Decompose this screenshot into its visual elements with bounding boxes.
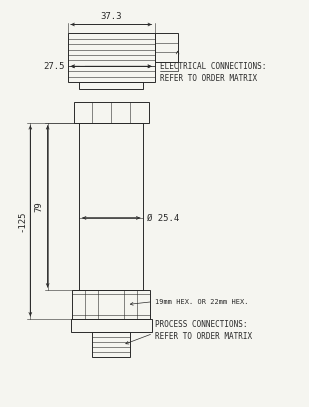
- Bar: [154, 33, 178, 62]
- Bar: [92, 332, 130, 357]
- Text: PROCESS CONNECTIONS:: PROCESS CONNECTIONS:: [154, 320, 247, 329]
- Bar: [72, 290, 150, 319]
- Text: -125: -125: [17, 210, 26, 232]
- Text: 37.3: 37.3: [100, 12, 122, 21]
- Bar: [79, 123, 143, 290]
- Bar: [68, 33, 154, 82]
- Bar: [74, 103, 149, 123]
- Text: Ø 25.4: Ø 25.4: [147, 213, 180, 223]
- Text: REFER TO ORDER MATRIX: REFER TO ORDER MATRIX: [154, 332, 252, 341]
- Text: ELECTRICAL CONNECTIONS:: ELECTRICAL CONNECTIONS:: [160, 62, 267, 71]
- Text: REFER TO ORDER MATRIX: REFER TO ORDER MATRIX: [160, 74, 257, 83]
- Text: 79: 79: [34, 201, 43, 212]
- Bar: [71, 319, 152, 332]
- Bar: [79, 82, 143, 90]
- Text: 27.5: 27.5: [44, 62, 65, 71]
- Text: 19mm HEX. OR 22mm HEX.: 19mm HEX. OR 22mm HEX.: [154, 299, 248, 305]
